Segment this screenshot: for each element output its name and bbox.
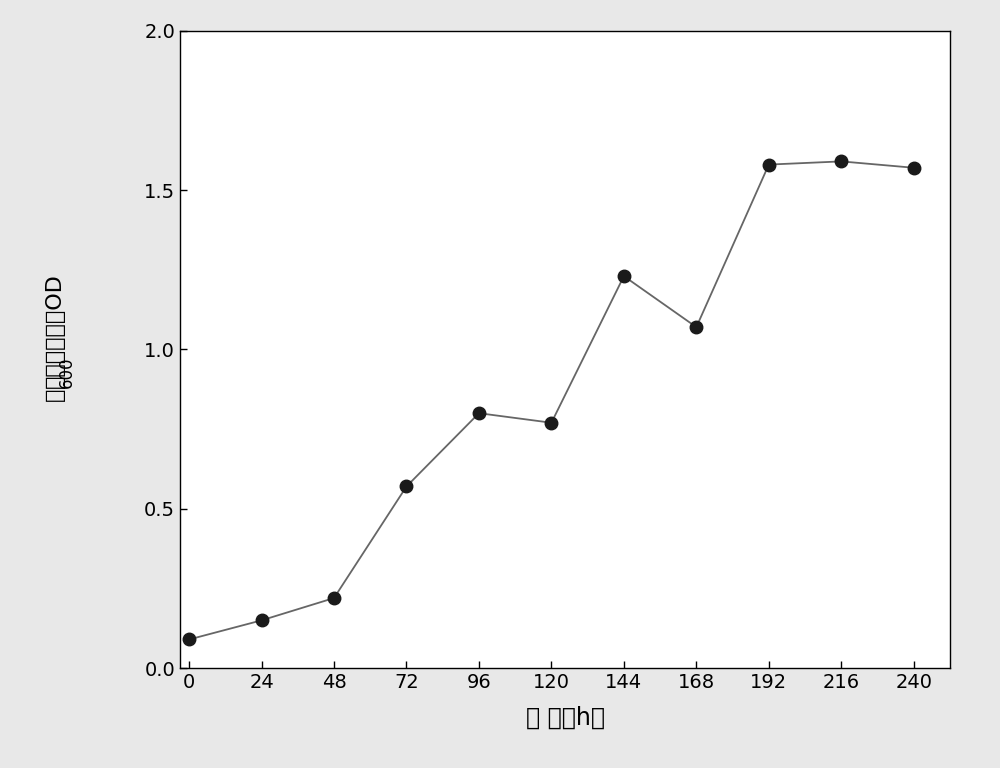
- Text: 600: 600: [58, 356, 76, 388]
- Text: ）: ）: [45, 388, 65, 401]
- X-axis label: 时 间（h）: 时 间（h）: [526, 706, 604, 730]
- Text: 菌体生长量（OD: 菌体生长量（OD: [45, 273, 65, 388]
